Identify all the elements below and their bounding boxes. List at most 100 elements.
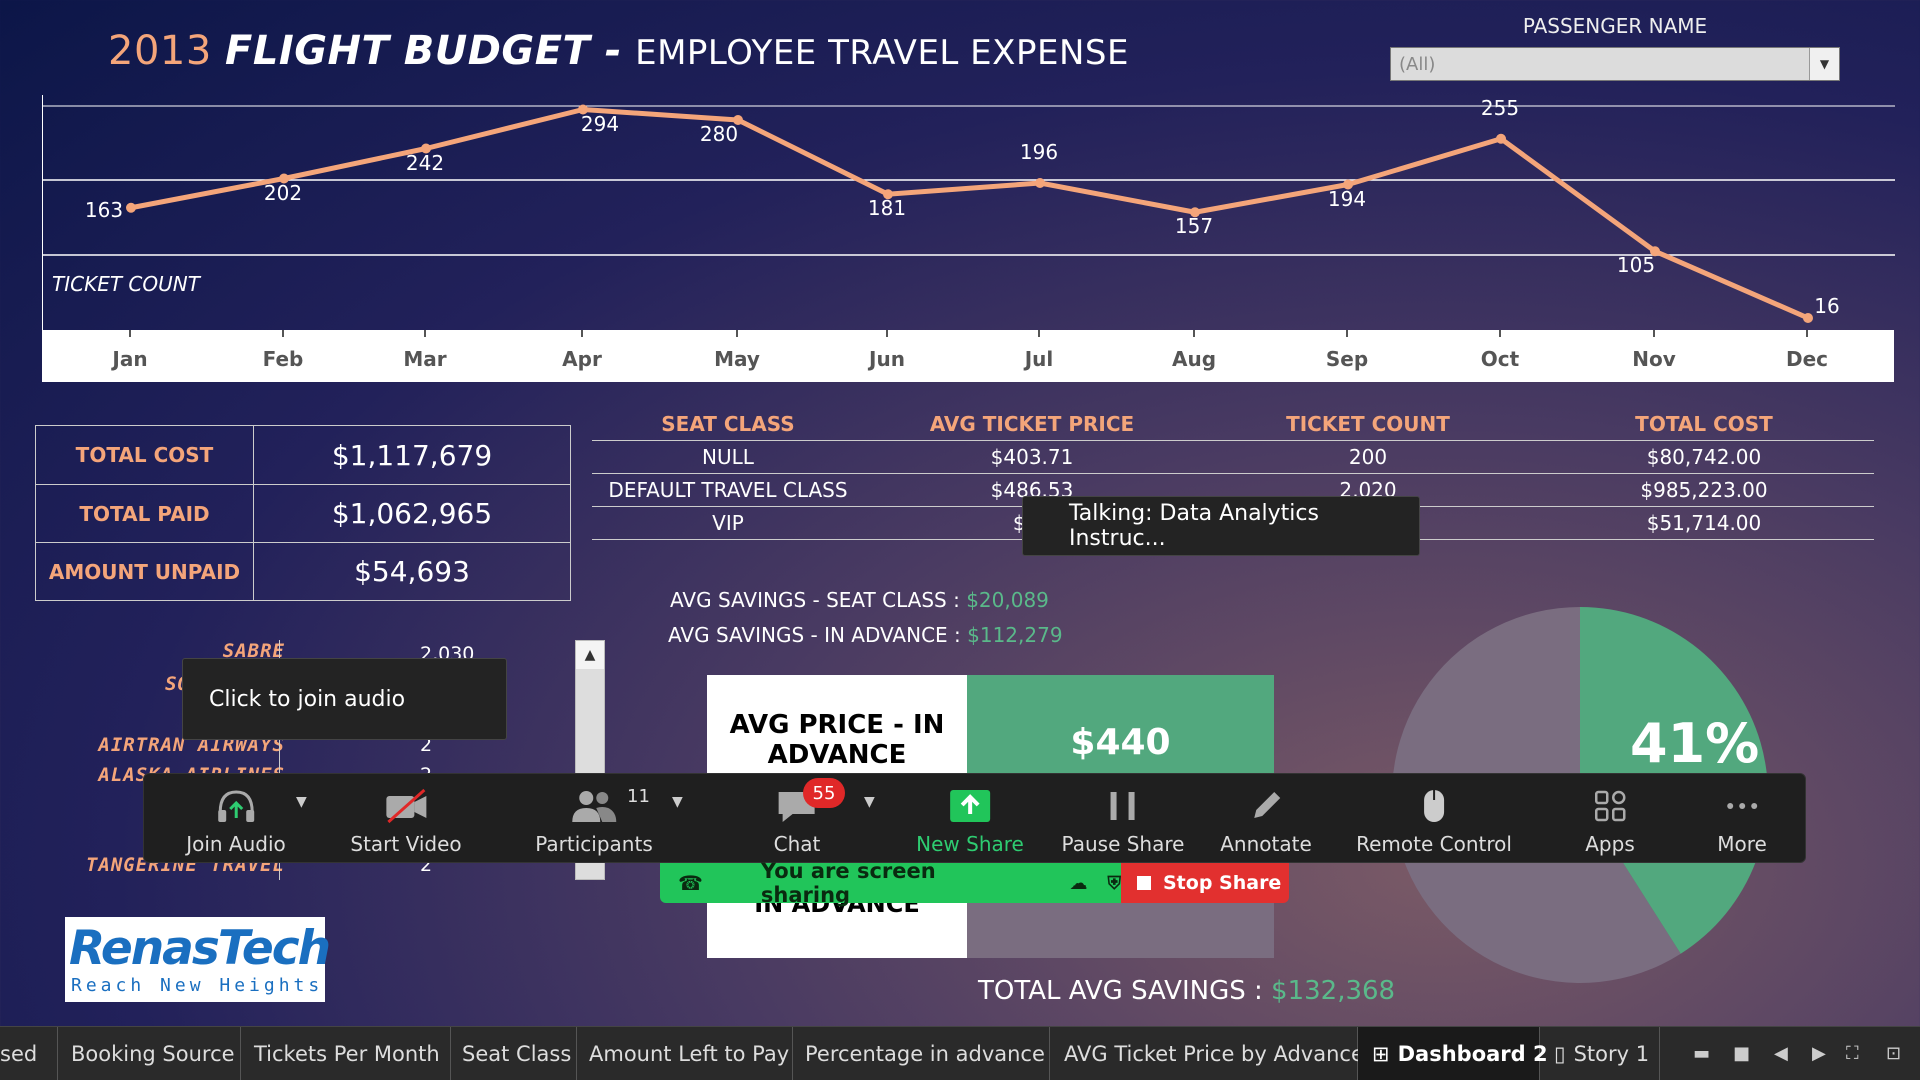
apps-button[interactable]: Apps [1585,774,1635,864]
talking-indicator: Talking: Data Analytics Instruc... [1022,496,1420,556]
chevron-down-icon[interactable]: ▼ [672,794,683,810]
more-button[interactable]: More [1717,774,1767,864]
sheet-tabs-bar: sed Booking Source Tickets Per Month Sea… [0,1026,1920,1080]
x-tick [886,330,888,337]
remote-control-label: Remote Control [1356,832,1512,856]
data-label: 255 [1480,95,1520,120]
summary-value: $1,062,965 [331,497,493,530]
tab-sed[interactable]: sed [0,1027,58,1080]
chevron-down-icon[interactable]: ▼ [1809,48,1839,80]
bar-label-top: AVG PRICE - IN ADVANCE [729,710,945,770]
table-cell: 200 [1348,445,1388,469]
present-icon[interactable]: ⊡ [1886,1043,1902,1064]
stop-square-icon [1137,876,1151,890]
data-point[interactable] [1803,313,1813,323]
data-label: 294 [580,111,620,136]
mouse-icon [1414,786,1454,826]
tab-dashboard-2[interactable]: ⊞ Dashboard 2 [1358,1027,1548,1080]
savings-value: $112,279 [967,623,1063,647]
screen-sharing-bar[interactable]: ☎ You are screen sharing ☁ ⛨ [660,859,1121,907]
passenger-filter-value: (All) [1399,54,1436,75]
data-label: 157 [1174,214,1214,239]
join-audio-label: Join Audio [186,832,286,856]
data-point[interactable] [883,189,893,200]
zoom-toolbar: Join Audio ▼ Start Video Participants ▼ … [143,773,1806,863]
data-label: 196 [1019,140,1059,164]
ticket-count-chart-svg [43,104,1895,323]
remote-control-button[interactable]: Remote Control [1356,774,1512,864]
join-audio-tooltip: Click to join audio [182,658,507,740]
summary-row-total-paid: TOTAL PAID $1,062,965 [36,484,570,542]
tab-booking-source[interactable]: Booking Source [58,1027,241,1080]
title-year: 2013 [108,28,212,74]
tab-amount-left-to-pay[interactable]: Amount Left to Pay [577,1027,793,1080]
data-point[interactable] [421,143,431,154]
x-tick-label: Nov [1632,347,1676,371]
summary-value: $1,117,679 [331,438,493,472]
data-point[interactable] [1496,133,1506,144]
x-tick [1346,330,1348,337]
x-tick-label: Jan [112,347,148,371]
tab-label: Story 1 [1573,1042,1650,1066]
tab-percentage-in-advance[interactable]: Percentage in advance [793,1027,1050,1080]
logo-name: RenasTech [69,921,331,976]
x-tick [282,330,284,337]
tab-label: sed [0,1042,38,1066]
stop-share-button[interactable]: Stop Share [1121,863,1289,903]
participants-button[interactable]: Participants [535,774,653,864]
data-label: 16 [1814,294,1840,318]
cloud-record-icon: ☁ [1069,872,1088,894]
title-main: FLIGHT BUDGET - [225,28,622,74]
start-video-label: Start Video [350,832,462,856]
data-point[interactable] [733,115,743,125]
savings-label: AVG SAVINGS - IN ADVANCE : [668,623,961,647]
data-label: 105 [1616,253,1656,278]
table-cell: $403.71 [990,445,1074,469]
total-avg-savings: TOTAL AVG SAVINGS : $132,368 [978,976,1395,1006]
booking-source-item: SABRE [222,640,285,662]
data-point[interactable] [1343,179,1353,190]
start-video-button[interactable]: Start Video [350,774,462,864]
show-filmstrip-icon[interactable]: ▬ [1693,1043,1711,1064]
chevron-down-icon[interactable]: ▼ [864,794,875,810]
tab-avg-ticket-price-by-advance[interactable]: AVG Ticket Price by Advance [1050,1027,1364,1080]
table-header: SEAT CLASS AVG TICKET PRICE TICKET COUNT… [592,408,1874,441]
x-tick [424,330,426,337]
data-label: 280 [699,122,739,146]
tab-label: Tickets Per Month [254,1042,440,1066]
next-sheet-icon[interactable]: ▶ [1812,1043,1826,1064]
tab-seat-class[interactable]: Seat Class [451,1027,577,1080]
chat-unread-badge: 55 [803,778,845,808]
pencil-icon [1246,786,1286,826]
data-point[interactable] [1650,246,1660,257]
data-point[interactable] [1035,178,1045,188]
tab-story-1[interactable]: ▯ Story 1 [1540,1027,1660,1080]
pause-share-button[interactable]: Pause Share [1062,774,1184,864]
avg-savings-seat-class: AVG SAVINGS - SEAT CLASS : $20,089 [670,588,1049,612]
ticket-count-chart [42,95,1895,330]
chevron-up-icon[interactable]: ▲ [576,641,604,669]
column-header: AVG TICKET PRICE [929,412,1135,436]
chevron-down-icon[interactable]: ▼ [296,794,307,810]
fullscreen-icon[interactable]: ⛶ [1846,1043,1859,1064]
x-tick-label: Mar [403,347,447,371]
summary-label: AMOUNT UNPAID [36,543,254,600]
pie-percent-label: 41% [1630,712,1760,775]
dashboard-icon: ⊞ [1372,1042,1390,1066]
tab-tickets-per-month[interactable]: Tickets Per Month [241,1027,451,1080]
new-share-button[interactable]: New Share [916,774,1024,864]
x-tick [1499,330,1501,337]
annotate-button[interactable]: Annotate [1220,774,1312,864]
apps-icon [1590,786,1630,826]
data-point[interactable] [279,173,289,184]
data-point[interactable] [1190,207,1200,218]
passenger-filter-dropdown[interactable]: (All) ▼ [1390,47,1840,81]
join-audio-button[interactable]: Join Audio [186,774,286,864]
savings-value: $132,368 [1271,976,1396,1006]
show-tabs-icon[interactable]: ■ [1733,1043,1751,1064]
avg-savings-in-advance: AVG SAVINGS - IN ADVANCE : $112,279 [668,623,1063,647]
data-point[interactable] [578,104,588,115]
prev-sheet-icon[interactable]: ◀ [1774,1043,1788,1064]
summary-row-amount-unpaid: AMOUNT UNPAID $54,693 [36,542,570,600]
data-point[interactable] [126,202,136,213]
